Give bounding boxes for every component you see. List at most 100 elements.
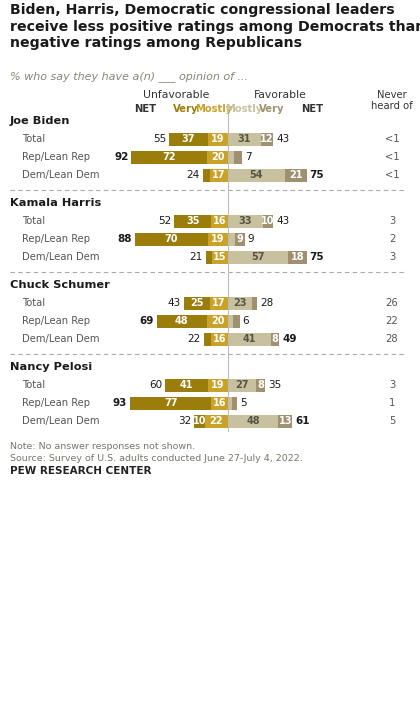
Bar: [228, 396, 232, 410]
Bar: [228, 333, 271, 346]
Text: Dem/Lean Dem: Dem/Lean Dem: [22, 334, 100, 344]
Text: NET: NET: [134, 104, 156, 114]
Bar: [203, 169, 210, 181]
Text: Total: Total: [22, 216, 45, 226]
Text: 24: 24: [186, 170, 200, 180]
Bar: [256, 379, 265, 392]
Text: 22: 22: [188, 334, 201, 344]
Text: 20: 20: [211, 316, 224, 326]
Text: Nancy Pelosi: Nancy Pelosi: [10, 362, 92, 372]
Bar: [208, 379, 228, 392]
Text: 6: 6: [243, 316, 249, 326]
Bar: [205, 415, 228, 427]
Bar: [165, 379, 208, 392]
Text: 2: 2: [389, 234, 395, 244]
Bar: [228, 315, 233, 328]
Text: 43: 43: [276, 134, 289, 144]
Text: 41: 41: [180, 380, 193, 390]
Text: 52: 52: [158, 216, 171, 226]
Text: 28: 28: [386, 334, 398, 344]
Text: Note: No answer responses not shown.
Source: Survey of U.S. adults conducted Jun: Note: No answer responses not shown. Sou…: [10, 442, 303, 463]
Text: Dem/Lean Dem: Dem/Lean Dem: [22, 416, 100, 426]
Text: 9: 9: [248, 234, 255, 244]
Bar: [228, 415, 278, 427]
Bar: [285, 169, 307, 181]
Text: 49: 49: [282, 334, 297, 344]
Text: 61: 61: [295, 416, 310, 426]
Text: 88: 88: [117, 234, 131, 244]
Bar: [228, 297, 252, 309]
Bar: [233, 315, 239, 328]
Bar: [228, 214, 262, 228]
Bar: [212, 250, 228, 264]
Text: 27: 27: [236, 380, 249, 390]
Text: 19: 19: [211, 234, 225, 244]
Text: 35: 35: [186, 216, 200, 226]
Text: 19: 19: [211, 380, 225, 390]
Text: 17: 17: [213, 298, 226, 308]
Bar: [134, 233, 208, 245]
Text: Rep/Lean Rep: Rep/Lean Rep: [22, 234, 90, 244]
Bar: [130, 396, 211, 410]
Text: <1: <1: [385, 134, 399, 144]
Text: 19: 19: [211, 134, 225, 144]
Text: 55: 55: [153, 134, 166, 144]
Text: 22: 22: [210, 416, 223, 426]
Text: Mostly: Mostly: [195, 104, 233, 114]
Text: PEW RESEARCH CENTER: PEW RESEARCH CENTER: [10, 466, 152, 476]
Text: 57: 57: [251, 252, 265, 262]
Bar: [211, 333, 228, 346]
Text: 9: 9: [237, 234, 244, 244]
Text: 75: 75: [310, 252, 324, 262]
Bar: [211, 396, 228, 410]
Bar: [211, 214, 228, 228]
Bar: [288, 250, 307, 264]
Bar: [131, 150, 207, 164]
Bar: [228, 233, 235, 245]
Text: Kamala Harris: Kamala Harris: [10, 198, 101, 208]
Bar: [234, 150, 241, 164]
Text: Chuck Schumer: Chuck Schumer: [10, 280, 110, 290]
Text: 77: 77: [164, 398, 178, 408]
Text: 35: 35: [268, 380, 281, 390]
Bar: [271, 333, 279, 346]
Bar: [174, 214, 211, 228]
Text: 54: 54: [249, 170, 263, 180]
Bar: [278, 415, 292, 427]
Text: 22: 22: [386, 316, 399, 326]
Text: 8: 8: [257, 380, 264, 390]
Bar: [210, 169, 228, 181]
Text: 75: 75: [310, 170, 324, 180]
Bar: [208, 233, 228, 245]
Bar: [228, 150, 234, 164]
Text: 13: 13: [278, 416, 292, 426]
Text: 16: 16: [213, 398, 226, 408]
Bar: [228, 250, 288, 264]
Bar: [235, 233, 245, 245]
Text: <1: <1: [385, 152, 399, 162]
Text: 23: 23: [234, 298, 247, 308]
Text: 21: 21: [289, 170, 302, 180]
Text: Joe Biden: Joe Biden: [10, 116, 71, 126]
Text: 28: 28: [260, 298, 274, 308]
Bar: [228, 379, 256, 392]
Text: 25: 25: [190, 298, 204, 308]
Text: 15: 15: [213, 252, 227, 262]
Text: Dem/Lean Dem: Dem/Lean Dem: [22, 170, 100, 180]
Text: 31: 31: [238, 134, 251, 144]
Text: 92: 92: [114, 152, 129, 162]
Text: Rep/Lean Rep: Rep/Lean Rep: [22, 152, 90, 162]
Text: Unfavorable: Unfavorable: [143, 90, 209, 100]
Text: 48: 48: [247, 416, 260, 426]
Text: 17: 17: [213, 170, 226, 180]
Bar: [228, 133, 260, 146]
Text: Total: Total: [22, 134, 45, 144]
Text: 5: 5: [240, 398, 247, 408]
Bar: [169, 133, 208, 146]
Bar: [194, 415, 205, 427]
Text: 70: 70: [165, 234, 178, 244]
Text: 37: 37: [182, 134, 195, 144]
Text: 5: 5: [389, 416, 395, 426]
Text: Very: Very: [173, 104, 199, 114]
Bar: [262, 214, 273, 228]
